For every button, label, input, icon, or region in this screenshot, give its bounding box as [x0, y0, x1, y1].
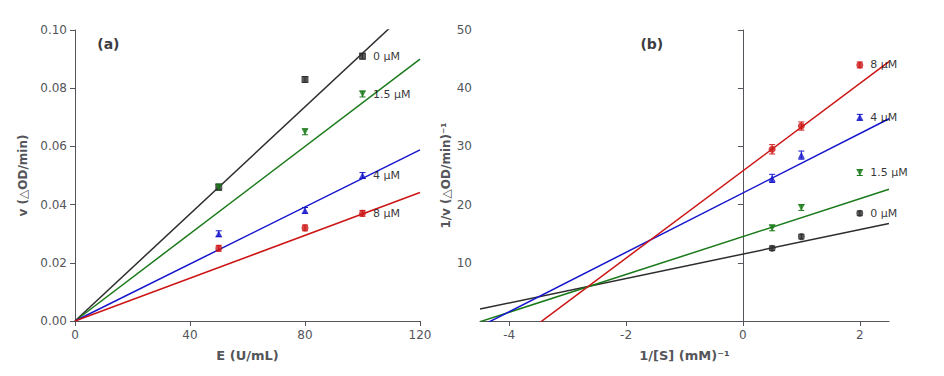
svg-text:30: 30 — [457, 139, 472, 153]
svg-text:1/[S] (mM)⁻¹: 1/[S] (mM)⁻¹ — [639, 348, 730, 363]
svg-text:0.08: 0.08 — [40, 81, 67, 95]
svg-text:8 μM: 8 μM — [870, 58, 897, 71]
svg-text:0: 0 — [739, 328, 747, 342]
svg-text:0.06: 0.06 — [40, 139, 67, 153]
svg-text:0.02: 0.02 — [40, 256, 67, 270]
svg-text:(a): (a) — [97, 36, 119, 52]
svg-text:40: 40 — [182, 328, 197, 342]
svg-text:1/v (△OD/min)⁻¹: 1/v (△OD/min)⁻¹ — [439, 122, 453, 228]
svg-text:E (U/mL): E (U/mL) — [216, 348, 278, 363]
svg-text:80: 80 — [297, 328, 312, 342]
svg-text:0.00: 0.00 — [40, 314, 67, 328]
svg-text:2: 2 — [856, 328, 864, 342]
svg-text:1.5 μM: 1.5 μM — [373, 88, 410, 101]
svg-text:50: 50 — [457, 23, 472, 37]
svg-text:-2: -2 — [620, 328, 632, 342]
svg-text:4 μM: 4 μM — [870, 111, 897, 124]
svg-text:8 μM: 8 μM — [373, 207, 400, 220]
svg-text:0: 0 — [71, 328, 79, 342]
svg-text:0 μM: 0 μM — [373, 50, 400, 63]
svg-text:-4: -4 — [503, 328, 515, 342]
svg-text:4 μM: 4 μM — [373, 169, 400, 182]
svg-text:1.5 μM: 1.5 μM — [870, 166, 907, 179]
svg-text:120: 120 — [409, 328, 432, 342]
svg-text:20: 20 — [457, 198, 472, 212]
svg-text:0.04: 0.04 — [40, 198, 67, 212]
svg-text:(b): (b) — [640, 36, 663, 52]
svg-text:v (△OD/min): v (△OD/min) — [16, 135, 30, 217]
svg-text:0 μM: 0 μM — [870, 207, 897, 220]
svg-text:40: 40 — [457, 81, 472, 95]
svg-text:0.10: 0.10 — [40, 23, 67, 37]
svg-text:10: 10 — [457, 256, 472, 270]
